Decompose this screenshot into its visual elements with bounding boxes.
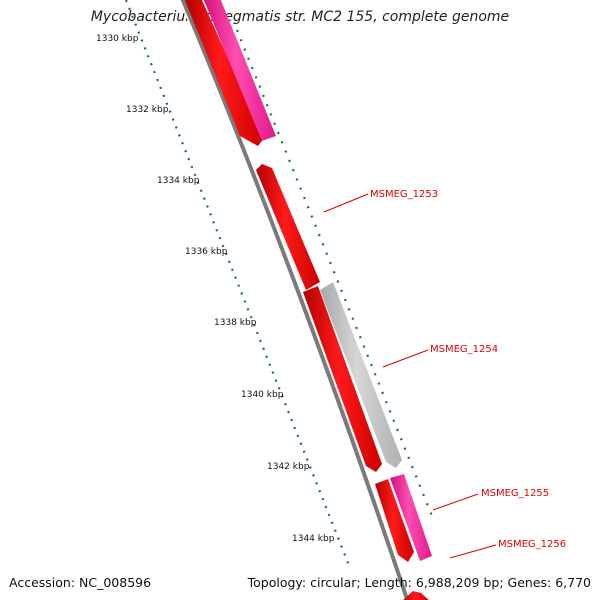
gene-label-msmeg-1253[interactable]: MSMEG_1253 bbox=[370, 189, 438, 200]
gene-band-pink-msmeg-1255 bbox=[390, 474, 432, 561]
gene-band-gray-msmeg-1254 bbox=[320, 282, 402, 468]
gene-band-red-3 bbox=[403, 591, 429, 600]
gene-callouts: MSMEG_1253 MSMEG_1254 MSMEG_1255 MSMEG_1… bbox=[323, 189, 566, 559]
scale-label: 1330 kbp bbox=[96, 34, 139, 44]
gene-band-red-1 bbox=[184, 0, 264, 146]
scale-label: 1344 kbp bbox=[292, 534, 335, 544]
gene-band-red-2 bbox=[303, 286, 382, 472]
scale-labels: 1330 kbp 1332 kbp 1334 kbp 1336 kbp 1338… bbox=[96, 34, 335, 544]
accession-text: Accession: NC_008596 bbox=[9, 575, 152, 590]
leader-line bbox=[449, 544, 497, 559]
scale-label: 1334 kbp bbox=[157, 176, 200, 186]
scale-label: 1340 kbp bbox=[241, 390, 284, 400]
gene-band-red-msmeg-1256 bbox=[375, 479, 414, 562]
feature-scale-track bbox=[235, 29, 434, 517]
scale-label: 1338 kbp bbox=[214, 318, 257, 328]
gene-label-msmeg-1254[interactable]: MSMEG_1254 bbox=[430, 344, 498, 355]
genome-backbone bbox=[179, 0, 412, 600]
gene-label-msmeg-1255[interactable]: MSMEG_1255 bbox=[481, 488, 549, 499]
scale-label: 1336 kbp bbox=[185, 247, 228, 257]
genome-backbone-line bbox=[180, 0, 410, 600]
genome-summary-text: Topology: circular; Length: 6,988,209 bp… bbox=[247, 575, 591, 590]
gene-label-msmeg-1256[interactable]: MSMEG_1256 bbox=[498, 539, 566, 550]
gene-band-red-msmeg-1253 bbox=[256, 164, 320, 290]
leader-line bbox=[432, 493, 479, 511]
scale-label: 1342 kbp bbox=[267, 462, 310, 472]
scale-label: 1332 kbp bbox=[126, 105, 169, 115]
leader-line bbox=[382, 349, 429, 368]
gene-band-pink-1 bbox=[203, 0, 276, 141]
leader-line bbox=[323, 193, 369, 213]
